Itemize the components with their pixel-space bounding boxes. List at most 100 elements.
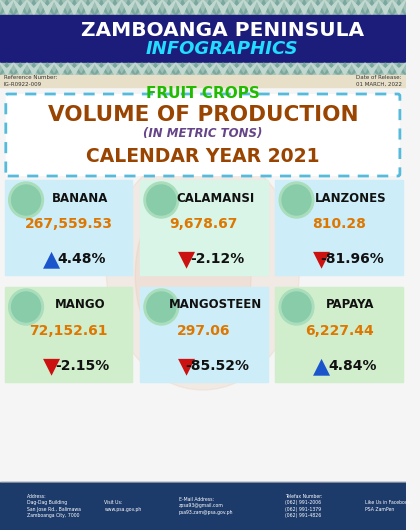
Polygon shape [352,63,365,75]
Polygon shape [0,63,13,75]
Polygon shape [257,0,270,15]
Polygon shape [203,63,216,75]
Polygon shape [338,0,352,15]
Polygon shape [41,63,54,75]
Polygon shape [406,0,419,15]
Polygon shape [203,63,216,75]
Polygon shape [189,0,203,15]
Polygon shape [325,0,338,15]
Polygon shape [94,0,108,15]
Polygon shape [162,0,176,15]
Polygon shape [270,63,284,75]
Text: Visit Us:
www.psa.gov.ph: Visit Us: www.psa.gov.ph [104,500,142,512]
Polygon shape [27,0,41,15]
Text: ▲: ▲ [42,249,60,269]
Polygon shape [122,63,135,75]
Polygon shape [68,63,81,75]
Polygon shape [379,63,392,75]
Circle shape [147,185,176,215]
Polygon shape [257,63,270,75]
Polygon shape [122,0,135,15]
Polygon shape [189,63,203,75]
Polygon shape [311,0,325,15]
Polygon shape [297,63,311,75]
Polygon shape [297,0,311,15]
Bar [0,482,406,530]
Polygon shape [338,0,352,15]
Polygon shape [325,63,338,75]
Text: MANGO: MANGO [55,298,105,312]
Polygon shape [406,63,419,75]
Polygon shape [297,0,311,15]
Polygon shape [135,0,149,15]
Bar [140,180,268,275]
Polygon shape [149,63,162,75]
Polygon shape [419,0,420,15]
Polygon shape [0,0,13,15]
Polygon shape [392,63,406,75]
Text: -81.96%: -81.96% [321,252,384,266]
Polygon shape [81,63,94,75]
Polygon shape [54,0,68,15]
Polygon shape [244,63,257,75]
Text: -2.15%: -2.15% [55,359,109,373]
Text: ▼: ▼ [42,356,60,376]
Polygon shape [13,0,27,15]
Circle shape [12,292,41,322]
Bar [140,287,268,382]
Circle shape [279,182,314,218]
Text: Address:
Dag-Dag Building
San Jose Rd., Balimawa
Zamboanga City, 7000: Address: Dag-Dag Building San Jose Rd., … [27,493,81,518]
Text: 297.06: 297.06 [177,324,231,338]
Polygon shape [189,0,203,15]
Polygon shape [230,0,244,15]
Polygon shape [419,0,420,15]
Polygon shape [379,0,392,15]
Polygon shape [338,63,352,75]
Text: MANGOSTEEN: MANGOSTEEN [169,298,262,312]
Text: 4.84%: 4.84% [328,359,377,373]
Text: ▼: ▼ [313,249,330,269]
Polygon shape [244,0,257,15]
Polygon shape [284,63,297,75]
Polygon shape [162,0,176,15]
Bar [275,180,403,275]
Polygon shape [297,63,311,75]
Polygon shape [108,0,122,15]
Polygon shape [230,63,244,75]
Text: Telefax Number:
(062) 991-2006
(062) 991-1379
(062) 991-4826: Telefax Number: (062) 991-2006 (062) 991… [285,493,323,518]
Polygon shape [419,63,420,75]
Polygon shape [41,63,54,75]
Polygon shape [135,0,149,15]
Polygon shape [392,63,406,75]
Polygon shape [68,63,81,75]
Circle shape [147,292,176,322]
Text: -85.52%: -85.52% [185,359,249,373]
Polygon shape [216,0,230,15]
Polygon shape [392,0,406,15]
Text: 6,227.44: 6,227.44 [304,324,373,338]
Polygon shape [257,63,270,75]
Circle shape [282,185,311,215]
Bar [275,287,403,382]
Text: 810.28: 810.28 [312,217,366,231]
Polygon shape [216,63,230,75]
Polygon shape [216,63,230,75]
Polygon shape [406,63,419,75]
Text: E-Mail Address:
zpsa93@gmail.com
psa93.zam@psa.gov.ph: E-Mail Address: zpsa93@gmail.com psa93.z… [178,497,233,515]
Polygon shape [176,0,189,15]
Polygon shape [13,63,27,75]
Polygon shape [311,63,325,75]
Polygon shape [54,0,68,15]
Polygon shape [135,63,149,75]
Text: LANZONES: LANZONES [315,191,386,205]
Polygon shape [27,63,41,75]
Polygon shape [284,63,297,75]
Polygon shape [203,0,216,15]
Polygon shape [122,0,135,15]
Polygon shape [419,63,420,75]
Text: ZAMBOANGA PENINSULA: ZAMBOANGA PENINSULA [81,21,364,40]
Circle shape [282,292,311,322]
Circle shape [9,182,43,218]
Polygon shape [352,63,365,75]
Text: CALAMANSI: CALAMANSI [176,191,255,205]
